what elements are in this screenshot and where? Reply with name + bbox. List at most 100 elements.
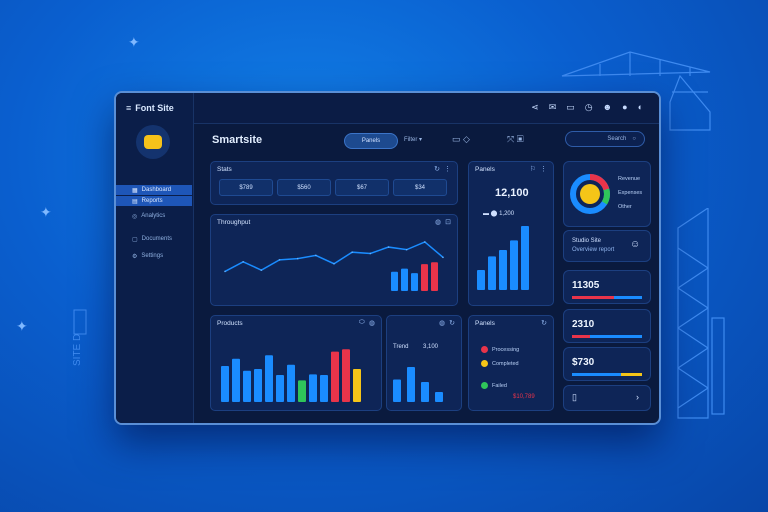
card-icons: ↻ ⋮ [434, 165, 451, 173]
progress-bar [572, 335, 642, 338]
refresh-icon[interactable]: ↻ [541, 320, 547, 327]
trend-title: Trend [393, 344, 409, 350]
bar [421, 264, 428, 291]
kpi-card: 2310 [563, 309, 651, 343]
metric-value: 12,100 [495, 187, 529, 199]
settings-icon[interactable]: ◍ [435, 219, 442, 226]
metric-bar-chart [477, 226, 529, 290]
grid-icon: ▦ [132, 187, 138, 194]
dot-icon [481, 382, 488, 389]
profile-card[interactable]: Studio Site Overview report ☺ [563, 230, 651, 262]
more-icon[interactable]: ⋮ [540, 166, 547, 173]
legend-total: $10,789 [513, 394, 535, 400]
brand[interactable]: ≡ Font Site [126, 103, 174, 113]
card-icons: ⚐ ⋮ [530, 165, 547, 173]
sidebar-item-settings[interactable]: ⚙ Settings [116, 251, 192, 261]
globe-icon[interactable]: ◐ [637, 102, 643, 112]
bar [353, 369, 361, 402]
bar [521, 226, 529, 290]
top-icons: ⋖ ✉ ▭ ◷ ☻ ● ◐ [531, 102, 643, 113]
stat-box[interactable]: $560 [277, 179, 331, 196]
line-point [333, 262, 335, 265]
filter-dropdown[interactable]: Filter ▾ [404, 137, 423, 143]
trend-bar-chart [393, 367, 443, 402]
line-point [424, 241, 426, 243]
doc-icon: ▢ [132, 236, 138, 243]
line-point [315, 254, 317, 257]
kpi-value: $730 [572, 357, 595, 368]
stat-box[interactable]: $34 [393, 179, 447, 196]
line-point [224, 270, 226, 273]
legend-item: Processing [481, 346, 519, 353]
mail-icon[interactable]: ✉ [548, 102, 557, 112]
bell-icon[interactable]: ⚐ [529, 166, 536, 173]
bar [393, 379, 401, 402]
search-icon: ○ [632, 136, 636, 142]
settings-icon[interactable]: ◍ [368, 320, 375, 327]
line-point [387, 246, 390, 248]
sidebar-item-reports[interactable]: ▤ Reports [116, 196, 192, 206]
doc-icon: ▯ [572, 392, 577, 402]
card-title: Panels [475, 320, 495, 327]
top-bar: ⋖ ✉ ▭ ◷ ☻ ● ◐ [194, 93, 659, 124]
user-icon[interactable]: ☻ [602, 102, 613, 112]
legend-item: Failed [481, 382, 507, 389]
clock-icon[interactable]: ◷ [584, 102, 593, 112]
bar [331, 351, 339, 402]
legend-label: Processing [492, 346, 520, 353]
sidebar-item-documents[interactable]: ▢ Documents [116, 234, 192, 244]
kpi-card: $730 [563, 347, 651, 381]
metric-sub: ▬ ⬤ 1,200 [483, 211, 515, 217]
bar [254, 369, 262, 402]
refresh-icon[interactable]: ↻ [449, 320, 455, 327]
avatar[interactable] [136, 125, 170, 159]
app-window: ≡ Font Site ▦ Dashboard ▤ Reports ◎ Analyti… [114, 91, 661, 425]
gear-icon: ⚙ [132, 253, 138, 260]
sidebar-item-analytics[interactable]: ◎ Analytics [116, 211, 192, 221]
share-icon[interactable]: ⋖ [531, 102, 539, 112]
folder-icon[interactable]: ▭ ◇ [452, 134, 470, 144]
card-icons: ◍ ⊡ [435, 218, 451, 226]
bar [309, 374, 317, 402]
card-title: Stats [217, 166, 232, 173]
profile-sub: Overview report [572, 247, 615, 253]
line-point [369, 252, 372, 255]
dot-icon [481, 360, 488, 367]
refresh-icon[interactable]: ↻ [434, 166, 440, 173]
donut-legend: Revenue [618, 176, 640, 182]
side-decoration: SITE D [60, 306, 96, 406]
expand-icon[interactable]: ⊡ [445, 219, 451, 226]
card-title: Products [217, 320, 243, 327]
search-input[interactable]: Search ○ [565, 131, 645, 147]
more-icon[interactable]: ⋮ [444, 166, 451, 173]
legend-label: Revenue [618, 176, 641, 182]
card-icons: ◍ ↻ [439, 319, 455, 327]
card-icons: ⬭ ◍ [359, 319, 375, 327]
legend-label: Completed [492, 360, 519, 367]
footer-card[interactable]: ▯ › [563, 385, 651, 411]
calendar-icon[interactable]: ▭ [566, 102, 575, 112]
chevron-right-icon[interactable]: › [636, 392, 639, 402]
bar [391, 271, 398, 291]
bar [477, 270, 485, 290]
sparkle-icon: ✦ [16, 318, 28, 334]
bar [221, 366, 229, 402]
menu-icon[interactable]: ≡ [126, 103, 132, 113]
toggle-icon[interactable]: ⬭ [358, 319, 365, 326]
sparkle-icon: ✦ [40, 204, 52, 220]
donut-card: Revenue Expenses Other [563, 161, 651, 227]
line-point [242, 261, 244, 263]
tools-icon[interactable]: ⤧ ▣ [507, 134, 524, 144]
bar [421, 382, 429, 402]
sidebar-item-dashboard[interactable]: ▦ Dashboard [116, 185, 192, 195]
settings-icon[interactable]: ◍ [439, 320, 446, 327]
bell-icon[interactable]: ● [622, 102, 628, 112]
stat-box[interactable]: $67 [335, 179, 389, 196]
kpi-value: 2310 [572, 319, 595, 330]
legend-label: Expenses [618, 190, 643, 196]
trend-card: ◍ ↻ Trend 3,100 [386, 315, 462, 411]
chart-icon: ▤ [132, 198, 138, 205]
crane-icon [560, 42, 720, 134]
stat-box[interactable]: $789 [219, 179, 273, 196]
panels-button[interactable]: Panels [344, 133, 398, 149]
